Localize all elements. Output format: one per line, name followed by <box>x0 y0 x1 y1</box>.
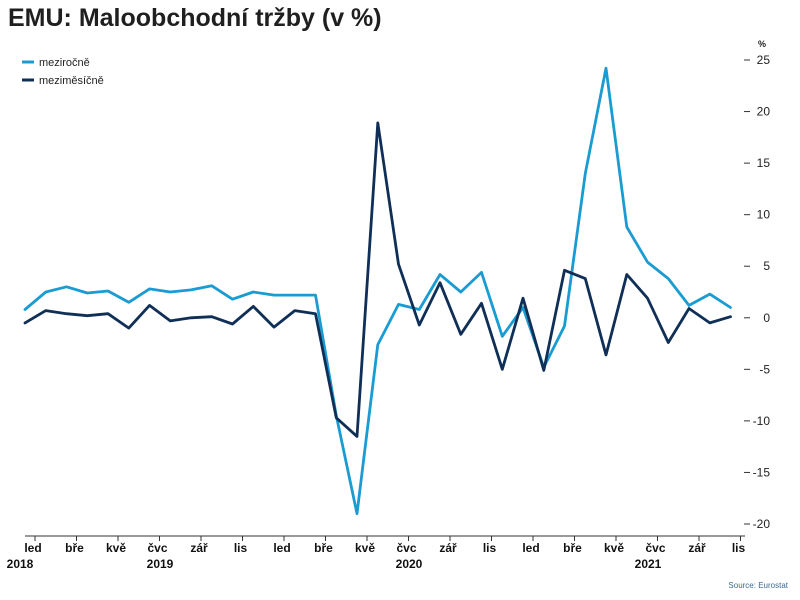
x-tick-label: led <box>273 541 290 555</box>
x-tick-label: led <box>522 541 539 555</box>
source-note: Source: Eurostat <box>728 581 788 590</box>
chart-title: EMU: Maloobchodní tržby (v %) <box>8 4 382 32</box>
y-tick-label: -10 <box>753 414 771 428</box>
y-tick-label: 25 <box>757 53 771 67</box>
x-tick-label: bře <box>314 541 333 555</box>
x-tick-label: led <box>24 541 41 555</box>
legend-label: meziměsíčně <box>39 75 104 87</box>
x-tick-label: kvě <box>604 541 624 555</box>
x-tick-label: čvc <box>645 541 665 555</box>
x-tick-label: zář <box>439 541 457 555</box>
year-label: 2019 <box>147 557 174 571</box>
y-axis-unit: % <box>758 39 766 49</box>
x-tick-label: zář <box>190 541 208 555</box>
y-tick-label: -5 <box>759 362 770 376</box>
x-tick-label: zář <box>688 541 706 555</box>
y-tick-label: 15 <box>757 156 771 170</box>
y-tick-label: 20 <box>757 105 771 119</box>
x-tick-label: lis <box>483 541 497 555</box>
x-tick-label: čvc <box>396 541 416 555</box>
y-tick-label: 0 <box>763 311 770 325</box>
y-tick-label: 10 <box>757 208 771 222</box>
year-label: 2020 <box>396 557 423 571</box>
y-tick-label: 5 <box>763 259 770 273</box>
x-tick-label: kvě <box>106 541 126 555</box>
series-line-yoy <box>23 66 732 516</box>
legend-label: meziročně <box>39 57 90 69</box>
x-tick-label: kvě <box>355 541 375 555</box>
x-tick-label: bře <box>563 541 582 555</box>
series-line-mom <box>23 121 732 438</box>
x-tick-label: lis <box>234 541 248 555</box>
y-tick-label: -20 <box>753 517 771 531</box>
x-tick-label: čvc <box>147 541 167 555</box>
y-tick-label: -15 <box>753 465 771 479</box>
x-tick-label: lis <box>732 541 746 555</box>
year-label: 2018 <box>7 557 34 571</box>
x-tick-label: bře <box>65 541 84 555</box>
year-label: 2021 <box>635 557 662 571</box>
